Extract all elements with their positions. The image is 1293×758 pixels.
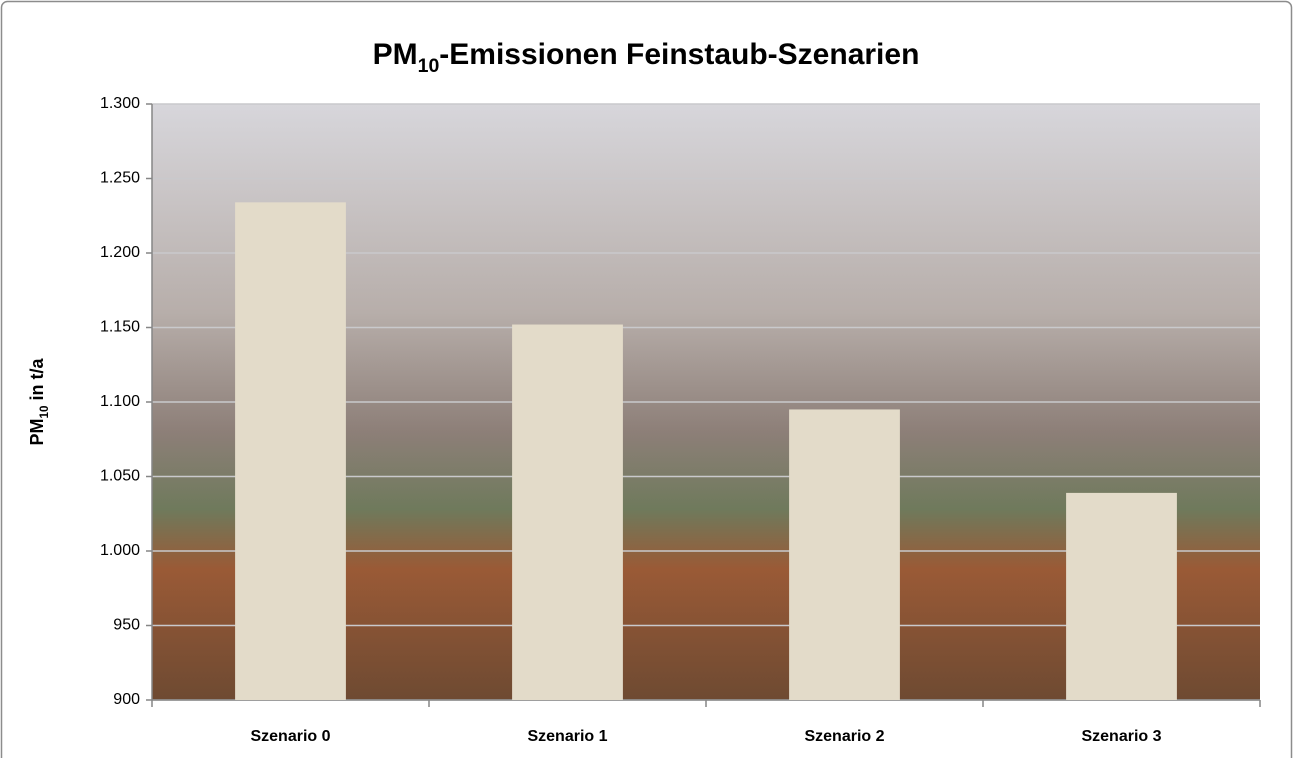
y-tick-label: 1.300 bbox=[100, 95, 140, 112]
bar bbox=[1066, 492, 1177, 700]
y-tick-label: 1.050 bbox=[100, 468, 140, 485]
y-tick-label: 950 bbox=[113, 617, 140, 634]
x-tick-label: Szenario 3 bbox=[1081, 728, 1161, 745]
y-tick-label: 1.250 bbox=[100, 170, 140, 187]
x-tick-label: Szenario 2 bbox=[804, 728, 884, 745]
x-tick-label: Szenario 0 bbox=[250, 728, 330, 745]
chart-title: PM10-Emissionen Feinstaub-Szenarien bbox=[373, 38, 920, 77]
y-tick-label: 1.200 bbox=[100, 244, 140, 261]
y-axis-label: PM10 in t/a bbox=[27, 358, 51, 446]
y-tick-label: 1.100 bbox=[100, 393, 140, 410]
bar bbox=[235, 202, 346, 700]
y-tick-label: 1.150 bbox=[100, 319, 140, 336]
bar bbox=[512, 324, 623, 700]
bar bbox=[789, 409, 900, 700]
y-tick-label: 1.000 bbox=[100, 542, 140, 559]
y-tick-label: 900 bbox=[113, 691, 140, 708]
x-tick-label: Szenario 1 bbox=[527, 728, 607, 745]
